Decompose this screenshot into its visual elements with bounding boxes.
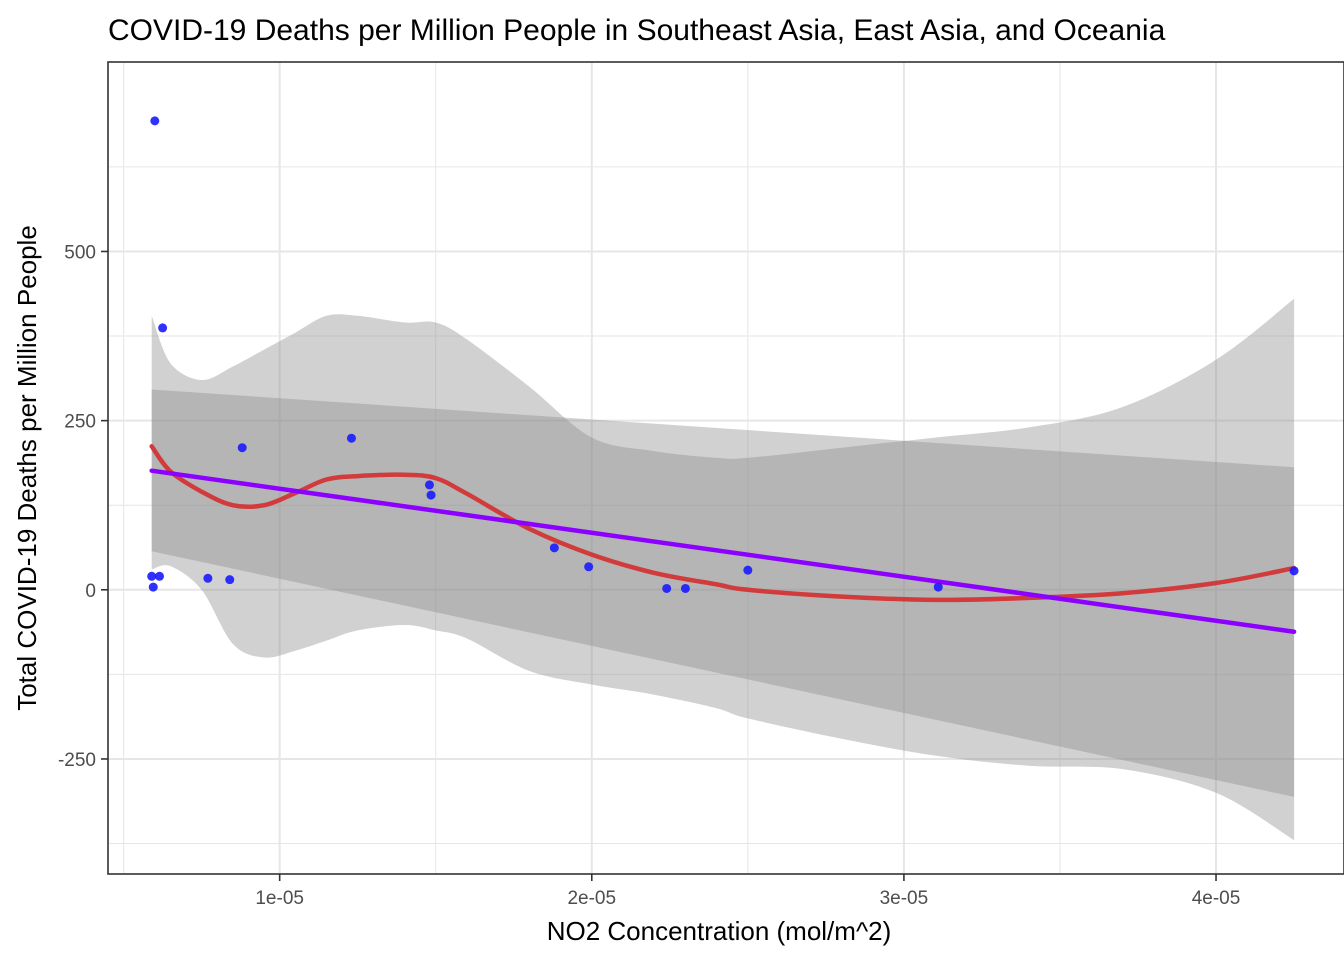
data-point <box>225 575 235 585</box>
confidence-bands <box>151 298 1295 841</box>
linear-confidence-band <box>151 389 1295 797</box>
x-axis-title: NO2 Concentration (mol/m^2) <box>547 916 892 946</box>
loess-fit-line <box>149 444 1297 603</box>
loess-confidence-band <box>151 298 1295 841</box>
data-point <box>680 583 690 593</box>
x-tick-label: 2e-05 <box>567 888 616 909</box>
data-point <box>346 433 356 443</box>
linear-fit-line <box>149 468 1297 635</box>
data-point <box>424 480 434 490</box>
data-point <box>426 490 436 500</box>
plot-border <box>107 61 1344 875</box>
data-point <box>158 323 168 333</box>
minor-gridlines <box>108 62 1344 874</box>
y-axis-title: Total COVID-19 Deaths per Million People <box>12 225 42 711</box>
y-tick-label: 250 <box>64 412 96 433</box>
data-point <box>155 571 164 581</box>
x-tick-label: 4e-05 <box>1192 888 1241 909</box>
y-axis: -250 0 250 500 <box>58 242 108 771</box>
data-point <box>584 562 594 572</box>
data-point <box>1289 566 1299 576</box>
data-point <box>933 582 943 592</box>
x-tick-label: 1e-05 <box>255 888 304 909</box>
plot-panel <box>108 62 1344 874</box>
data-point <box>743 565 753 575</box>
data-points <box>147 116 1299 593</box>
data-point <box>203 573 213 583</box>
y-tick-label: -250 <box>58 750 96 771</box>
data-point <box>148 582 158 592</box>
data-point <box>549 543 559 553</box>
data-point <box>147 571 157 581</box>
data-point <box>150 116 160 126</box>
y-tick-label: 0 <box>85 581 96 602</box>
chart-title: COVID-19 Deaths per Million People in So… <box>108 14 1166 47</box>
data-point <box>237 443 247 453</box>
x-tick-label: 3e-05 <box>880 888 929 909</box>
x-axis: 1e-05 2e-05 3e-05 4e-05 <box>255 874 1240 909</box>
y-tick-label: 500 <box>64 242 96 263</box>
fit-lines <box>149 444 1297 635</box>
data-point <box>662 583 672 593</box>
major-gridlines <box>108 62 1344 874</box>
